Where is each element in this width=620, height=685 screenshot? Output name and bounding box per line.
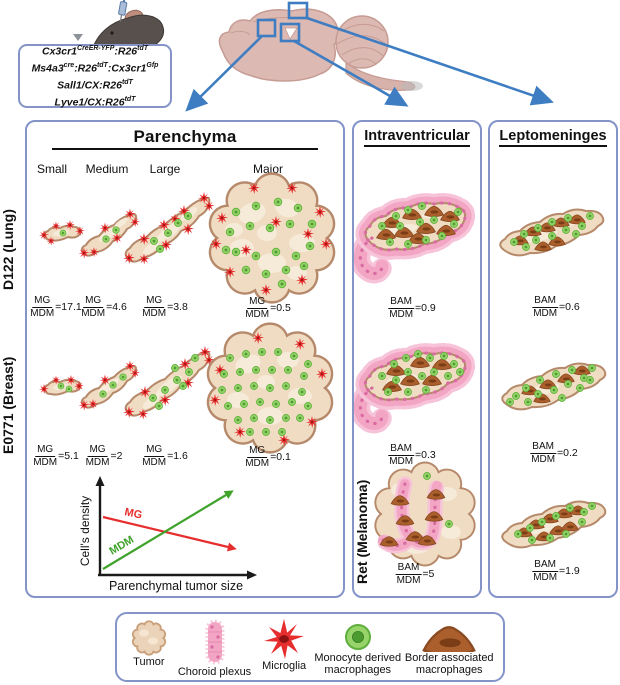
panel-parenchyma: Parenchyma Small Medium Large Major — [25, 120, 345, 598]
ratio-bam-mdm: BAM MDM =0.3 — [388, 443, 436, 467]
ventricle-shape — [284, 27, 298, 40]
arrow-to-intraventricular — [293, 39, 409, 107]
density-trend-graph: MG MDM Cell's density Parenchymal tumor … — [78, 476, 257, 593]
legend-item-choroid-plexus: Choroid plexus — [173, 618, 257, 678]
intraventricular-illustrations — [354, 122, 476, 567]
brain-region-box-leptomeninges — [287, 1, 309, 20]
intraventricular-tumor-e0771 — [354, 351, 465, 434]
panel-intraventricular: Intraventricular — [352, 120, 482, 598]
microglia-icon — [261, 618, 307, 660]
legend-item-bam: Border associated macrophages — [403, 618, 495, 677]
syringe-icon — [118, 0, 128, 22]
tumor-large-e0771 — [123, 346, 215, 420]
leptomeningeal-tumor-ret — [501, 500, 607, 549]
arrow-to-leptomeninges — [306, 16, 554, 106]
strain-box: Cx3cr1CreER-YFP:R26tdT Ms4a3cre:R26tdT:C… — [18, 44, 172, 109]
size-label-small: Small — [36, 162, 68, 176]
size-label-medium: Medium — [85, 162, 129, 176]
row-label-e0771-breast: E0771 (Breast) — [0, 356, 16, 454]
ratio-mg-mdm: MG MDM =1.6 — [142, 444, 188, 468]
tumor-large-d122 — [123, 192, 215, 265]
monocyte-derived-macrophage-icon — [342, 618, 374, 652]
panel-leptomeninges: Leptomeninges — [488, 120, 618, 598]
border-associated-macrophage-icon — [421, 618, 477, 652]
ratio-bam-mdm: BAM MDM =0.9 — [388, 296, 436, 320]
title-underline — [52, 148, 318, 150]
arrow-to-parenchyma — [185, 35, 263, 112]
intraventricular-tumor-d122 — [354, 203, 465, 284]
strain-name: Ms4a3cre:R26tdT:Cx3cr1Gfp — [31, 62, 159, 75]
legend-item-mdm: Monocyte derived macrophages — [312, 618, 404, 677]
strain-name: Sall1/CX:R26tdT — [57, 79, 133, 92]
row-label-d122-lung: D122 (Lung) — [0, 209, 16, 291]
legend-item-microglia: Microglia — [256, 618, 312, 672]
ratio-bam-mdm: BAM MDM =0.2 — [530, 441, 578, 465]
legend-box: Tumor Choroid plexus Microglia — [115, 612, 505, 682]
strain-name: Lyve1/CX:R26tdT — [54, 96, 136, 109]
tumor-small-d122 — [39, 220, 85, 246]
ratio-mg-mdm: MG MDM =4.6 — [81, 295, 127, 319]
mdm-icons — [59, 229, 67, 237]
tumor-medium-d122 — [78, 208, 140, 259]
intraventricular-tumor-ret — [374, 461, 476, 567]
mdm-line-label: MDM — [107, 534, 136, 558]
tumor-medium-e0771 — [78, 360, 140, 411]
brain-region-box-parenchyma — [256, 18, 277, 38]
panel-title-leptomeninges: Leptomeninges — [490, 122, 616, 147]
size-label-major: Major — [252, 162, 284, 176]
ratio-mg-mdm: MG MDM =5.1 — [33, 444, 79, 468]
cerebellum — [335, 15, 389, 69]
legend-item-tumor: Tumor — [125, 618, 173, 668]
tumor-major-e0771 — [206, 322, 334, 454]
panel-title-intraventricular: Intraventricular — [354, 122, 480, 147]
tumor-small-e0771 — [39, 375, 84, 396]
mdm-trend-line — [102, 494, 227, 570]
mg-line-label: MG — [123, 506, 143, 521]
ratio-mg-mdm: MG MDM =2 — [85, 444, 123, 468]
panel-title-parenchyma: Parenchyma — [133, 127, 237, 146]
ratio-bam-mdm: BAM MDM =5 — [395, 562, 435, 586]
leptomeningeal-tumor-d122 — [499, 208, 605, 257]
brain-region-box-intraventricular — [279, 22, 301, 43]
leptomeningeal-tumor-e0771 — [501, 362, 607, 411]
ratio-mg-mdm: MG MDM =17.1 — [30, 295, 82, 319]
parenchyma-illustrations — [39, 172, 336, 454]
leptomeninges-illustrations — [499, 208, 607, 549]
ratio-bam-mdm: BAM MDM =1.9 — [532, 559, 580, 583]
tumor-icon — [128, 618, 170, 656]
strain-name: Cx3cr1CreER-YFP:R26tdT — [41, 45, 149, 58]
tumor-major-d122 — [208, 172, 336, 304]
ratio-mg-mdm: MG MDM =0.5 — [245, 296, 291, 320]
x-axis-label: Parenchymal tumor size — [109, 579, 243, 593]
brain-diagram — [218, 8, 423, 91]
ratio-mg-mdm: MG MDM =0.1 — [245, 445, 291, 469]
down-arrow-icon — [73, 34, 83, 41]
ratio-bam-mdm: BAM MDM =0.6 — [532, 295, 580, 319]
row-label-ret-melanoma: Ret (Melanoma) — [354, 479, 370, 585]
size-label-large: Large — [149, 162, 181, 176]
ratio-mg-mdm: MG MDM =3.8 — [142, 295, 188, 319]
choroid-plexus-icon — [198, 618, 232, 666]
y-axis-label: Cell's density — [78, 496, 92, 566]
